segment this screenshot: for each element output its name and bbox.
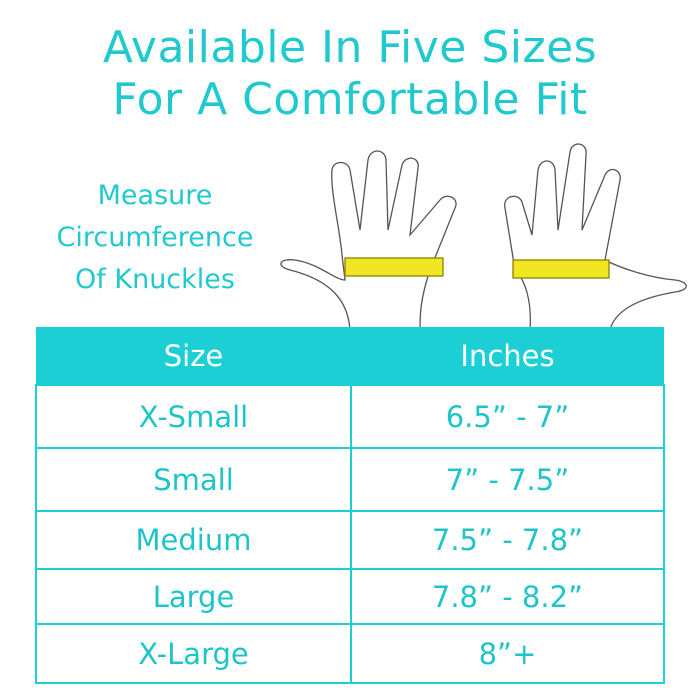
table-row: Large 7.8” - 8.2” (35, 568, 665, 625)
table-row: X-Large 8”+ (35, 623, 665, 684)
inches-cell: 8”+ (350, 623, 665, 684)
headline-line-1: Available In Five Sizes (102, 22, 598, 73)
size-cell: X-Large (35, 623, 352, 684)
measure-instruction: Measure Circumference Of Knuckles (20, 175, 290, 301)
inches-cell: 7.8” - 8.2” (350, 568, 665, 625)
header-inches: Inches (351, 327, 664, 385)
hands-illustration (280, 143, 687, 330)
size-chart-table: Size Inches X-Small 6.5” - 7” Small 7” - 7… (35, 327, 665, 684)
size-cell: Large (35, 568, 352, 625)
inches-cell: 7.5” - 7.8” (350, 510, 665, 570)
table-row: X-Small 6.5” - 7” (35, 384, 665, 449)
table-header-row: Size Inches (36, 327, 664, 385)
headline-line-2: For A Comfortable Fit (112, 74, 588, 125)
size-cell: Small (35, 447, 352, 512)
table-row: Small 7” - 7.5” (35, 447, 665, 512)
left-hand-icon (280, 150, 457, 330)
table-row: Medium 7.5” - 7.8” (35, 510, 665, 570)
right-hand-icon (504, 143, 687, 330)
size-cell: X-Small (35, 384, 352, 449)
measure-line-3: Of Knuckles (75, 264, 235, 295)
headline: Available In Five Sizes For A Comfortabl… (0, 22, 700, 126)
header-size: Size (36, 327, 351, 385)
inches-cell: 7” - 7.5” (350, 447, 665, 512)
inches-cell: 6.5” - 7” (350, 384, 665, 449)
measure-line-1: Measure (97, 180, 213, 211)
measure-line-2: Circumference (56, 222, 254, 253)
size-cell: Medium (35, 510, 352, 570)
